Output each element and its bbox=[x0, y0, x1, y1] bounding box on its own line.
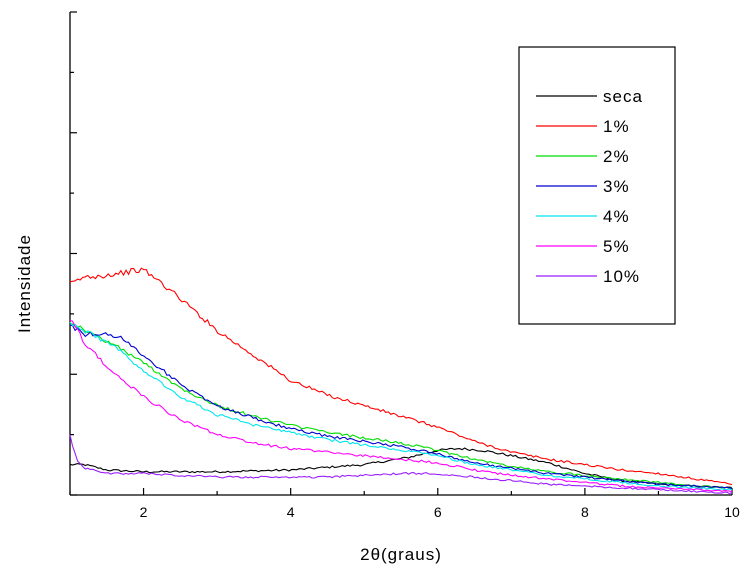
x-tick-label: 6 bbox=[434, 504, 442, 520]
series-line-4pct bbox=[69, 321, 733, 491]
legend-label: 5% bbox=[603, 237, 630, 256]
series-line-5pct bbox=[69, 319, 733, 493]
legend-label: 10% bbox=[603, 267, 640, 286]
legend-label: 4% bbox=[603, 207, 630, 226]
series-line-3pct bbox=[70, 324, 733, 490]
y-ticks bbox=[70, 11, 77, 496]
x-tick-label: 2 bbox=[140, 504, 148, 520]
x-tick-label: 10 bbox=[724, 504, 740, 520]
legend: seca 1% 2% 3% 4% 5% 10% bbox=[518, 46, 676, 325]
series-line-seca bbox=[69, 447, 733, 489]
legend-label: seca bbox=[603, 87, 643, 106]
legend-items: seca 1% 2% 3% 4% 5% 10% bbox=[536, 87, 643, 286]
x-tick-label: 4 bbox=[287, 504, 295, 520]
series-line-1pct bbox=[69, 267, 733, 486]
y-axis-title: Intensidade bbox=[15, 234, 34, 333]
legend-label: 2% bbox=[603, 147, 630, 166]
legend-label: 3% bbox=[603, 177, 630, 196]
x-axis-title: 2θ(graus) bbox=[360, 545, 442, 564]
series-lines bbox=[69, 267, 733, 495]
legend-label: 1% bbox=[603, 117, 630, 136]
x-ticks: 2 4 6 8 10 bbox=[69, 488, 740, 520]
x-tick-label: 8 bbox=[581, 504, 589, 520]
series-line-2pct bbox=[69, 322, 733, 489]
series-line-10pct bbox=[69, 434, 733, 495]
